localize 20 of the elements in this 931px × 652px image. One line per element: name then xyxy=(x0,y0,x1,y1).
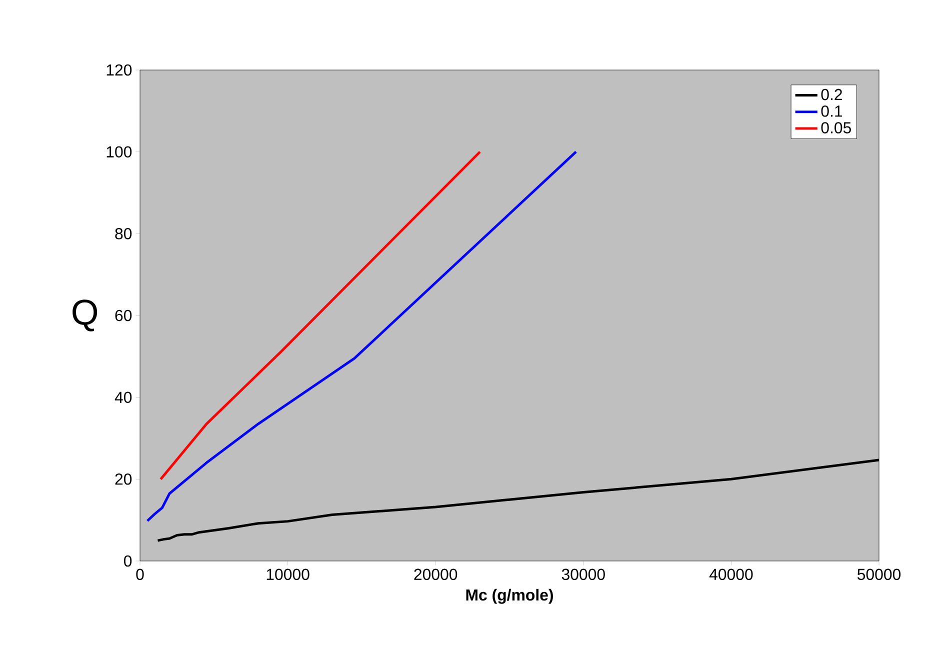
y-tick-label: 120 xyxy=(106,64,132,76)
x-tick-label: 10000 xyxy=(266,568,310,580)
x-tick-label: 20000 xyxy=(414,568,458,580)
y-tick-label: 20 xyxy=(115,474,132,485)
x-tick-label: 0 xyxy=(136,568,144,580)
line-series xyxy=(146,150,578,522)
y-tick-label: 80 xyxy=(115,228,132,240)
y-tick-label: 100 xyxy=(106,146,132,158)
y-tick-label: 60 xyxy=(115,310,132,322)
x-tick-label: 30000 xyxy=(562,568,605,580)
y-axis-title: Q xyxy=(72,300,98,332)
x-axis-title: Mc (g/mole) xyxy=(466,588,553,604)
legend-label: 0.1 xyxy=(821,106,842,117)
line-series xyxy=(159,150,482,480)
y-tick-label: 0 xyxy=(124,555,132,567)
y-tick-label: 40 xyxy=(114,392,132,403)
x-tick-label: 40000 xyxy=(709,568,753,580)
legend-label: 0.05 xyxy=(821,122,851,134)
legend-label: 0.2 xyxy=(821,88,842,100)
x-tick-label: 50000 xyxy=(857,568,901,580)
